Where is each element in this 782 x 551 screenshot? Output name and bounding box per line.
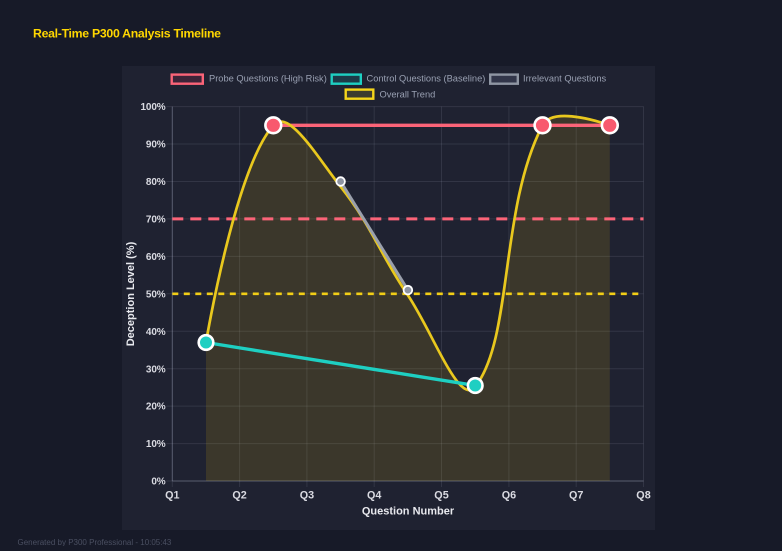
- svg-text:40%: 40%: [146, 327, 166, 338]
- svg-text:Deception Level (%): Deception Level (%): [125, 241, 137, 346]
- svg-text:Probe Questions (High Risk): Probe Questions (High Risk): [209, 73, 327, 83]
- svg-text:Control Questions (Baseline): Control Questions (Baseline): [367, 73, 486, 83]
- svg-text:60%: 60%: [146, 252, 166, 263]
- svg-text:0%: 0%: [151, 477, 165, 488]
- svg-text:30%: 30%: [146, 364, 166, 375]
- svg-text:50%: 50%: [146, 289, 166, 300]
- svg-text:20%: 20%: [146, 402, 166, 413]
- svg-text:100%: 100%: [141, 102, 166, 113]
- svg-text:Q8: Q8: [636, 489, 650, 501]
- svg-text:Question Number: Question Number: [362, 506, 455, 518]
- svg-text:Real-Time P300 Analysis Timeli: Real-Time P300 Analysis Timeline: [33, 27, 221, 41]
- svg-text:Q6: Q6: [502, 489, 516, 501]
- svg-text:Q2: Q2: [232, 489, 246, 501]
- svg-text:Irrelevant Questions: Irrelevant Questions: [523, 73, 607, 83]
- svg-text:80%: 80%: [146, 177, 166, 188]
- svg-text:70%: 70%: [146, 215, 166, 226]
- svg-text:Overall Trend: Overall Trend: [380, 90, 436, 100]
- svg-text:Q7: Q7: [569, 489, 583, 501]
- svg-text:90%: 90%: [146, 140, 166, 151]
- svg-text:10%: 10%: [146, 439, 166, 450]
- svg-text:Q3: Q3: [300, 489, 314, 501]
- svg-text:Generated by P300 Professional: Generated by P300 Professional - 10:05:4…: [18, 538, 172, 546]
- svg-text:Q5: Q5: [434, 489, 448, 501]
- svg-text:Q4: Q4: [367, 489, 381, 501]
- svg-text:Q1: Q1: [165, 489, 179, 501]
